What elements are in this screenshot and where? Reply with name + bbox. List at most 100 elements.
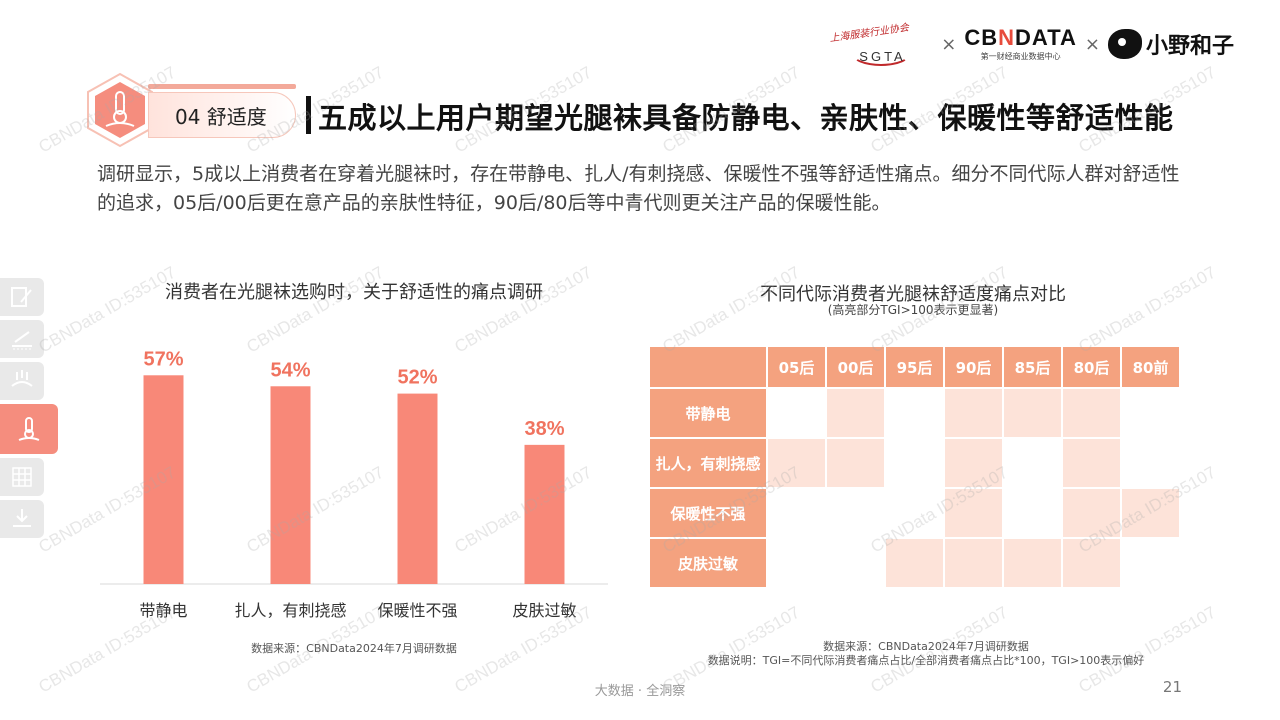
- bar-3: [524, 444, 565, 584]
- xiaoye-mark-icon: [1107, 29, 1142, 59]
- heatmap-cell-highlighted: [827, 389, 884, 437]
- partner-logos: 上海服装行业协会 SGTA × CBNDATA 第一财经商业数据中心 × 小野和…: [829, 22, 1234, 66]
- heatmap-cell-highlighted: [886, 539, 943, 587]
- heatmap-corner-cell: [650, 347, 766, 387]
- nav-item-design[interactable]: [0, 278, 44, 316]
- heatmap-cell-highlighted: [1063, 539, 1120, 587]
- heatmap-cell: [768, 389, 825, 437]
- heatmap-row: 扎人，有刺挠感: [650, 439, 1179, 487]
- heatmap-cell-highlighted: [945, 489, 1002, 537]
- heatmap-cell-highlighted: [768, 439, 825, 487]
- side-navigation: [0, 278, 58, 538]
- page-title: 五成以上用户期望光腿袜具备防静电、亲肤性、保暖性等舒适性能: [318, 101, 1174, 135]
- heatmap-cell-highlighted: [945, 389, 1002, 437]
- xiaoye-logo: 小野和子: [1107, 28, 1234, 60]
- heatmap-title: 不同代际消费者光腿袜舒适度痛点对比: [760, 284, 1066, 305]
- bar-chart: 57% 带静电 54% 扎人，有刺挠感 52% 保暖性不强 38% 皮肤过敏: [100, 320, 608, 630]
- heatmap-column-header: 85后: [1004, 347, 1061, 387]
- heatmap-row-header: 保暖性不强: [650, 489, 766, 537]
- heatmap-column-header: 00后: [827, 347, 884, 387]
- bar-0: [143, 375, 184, 584]
- nav-item-fabric[interactable]: [0, 320, 44, 358]
- heatmap-cell-highlighted: [1063, 389, 1120, 437]
- breathability-icon: [11, 370, 33, 387]
- cbndata-wordmark: CBNDATA: [964, 24, 1077, 50]
- download-tray-icon: [13, 509, 31, 527]
- page-number: 21: [1162, 678, 1182, 696]
- heatmap-row: 带静电: [650, 389, 1179, 437]
- heatmap-note: 数据说明：TGI=不同代际消费者痛点占比/全部消费者痛点占比*100，TGI>1…: [707, 654, 1145, 667]
- heatmap-cell: [1122, 439, 1179, 487]
- category-tick-label: 扎人，有刺挠感: [234, 601, 346, 620]
- heatmap-column-header: 80前: [1122, 347, 1179, 387]
- mesh-pattern-icon: [12, 467, 32, 487]
- heatmap-cell: [886, 389, 943, 437]
- nav-item-durability[interactable]: [0, 500, 44, 538]
- heatmap-footnotes: 数据来源：CBNData2024年7月调研数据 数据说明：TGI=不同代际消费者…: [648, 640, 1204, 668]
- heatmap-cell-highlighted: [1004, 389, 1061, 437]
- heatmap-cell: [1004, 439, 1061, 487]
- heatmap-cell-highlighted: [945, 439, 1002, 487]
- heatmap-row-header: 皮肤过敏: [650, 539, 766, 587]
- heatmap-cell-highlighted: [1063, 439, 1120, 487]
- heatmap-row: 保暖性不强: [650, 489, 1179, 537]
- bar-value-label: 52%: [397, 367, 437, 389]
- heatmap-cell: [886, 489, 943, 537]
- cbndata-logo: CBNDATA 第一财经商业数据中心: [964, 24, 1077, 62]
- heatmap-cell: [768, 489, 825, 537]
- heatmap-subtitle: (高亮部分TGI>100表示更显著): [827, 303, 999, 317]
- heatmap-column-header: 90后: [945, 347, 1002, 387]
- chapter-label: 04 舒适度: [148, 92, 296, 138]
- title-divider: [306, 96, 311, 134]
- times-separator: ×: [941, 33, 957, 55]
- nav-item-comfort[interactable]: [0, 404, 58, 454]
- heatmap-table: 05后 00后 95后 90后 85后 80后 80前 带静电 扎人，有刺挠感 保暖性不强 皮肤过敏: [648, 345, 1181, 589]
- bar-value-label: 38%: [524, 418, 564, 440]
- heatmap-column-header: 95后: [886, 347, 943, 387]
- cbndata-subtitle: 第一财经商业数据中心: [980, 51, 1061, 61]
- bar-chart-svg: 57% 带静电 54% 扎人，有刺挠感 52% 保暖性不强 38% 皮肤过敏: [100, 348, 608, 620]
- bar-chart-title: 消费者在光腿袜选购时，关于舒适性的痛点调研: [165, 282, 543, 303]
- bar-1: [270, 386, 311, 584]
- heatmap-cell-highlighted: [1004, 539, 1061, 587]
- heatmap-row-header: 带静电: [650, 389, 766, 437]
- nav-item-material[interactable]: [0, 458, 44, 496]
- bar-value-label: 54%: [270, 359, 310, 381]
- heatmap-column-header: 80后: [1063, 347, 1120, 387]
- heatmap-row: 皮肤过敏: [650, 539, 1179, 587]
- sgta-arc-shape: [851, 40, 912, 66]
- pen-paper-icon: [11, 287, 32, 307]
- times-separator: ×: [1084, 33, 1100, 55]
- heatmap-cell-highlighted: [827, 439, 884, 487]
- bar-2: [397, 393, 438, 584]
- heatmap-cell: [1004, 489, 1061, 537]
- bar-chart-source: 数据来源：CBNData2024年7月调研数据: [251, 642, 457, 655]
- heatmap-cell: [1122, 539, 1179, 587]
- heatmap-column-header: 05后: [768, 347, 825, 387]
- heatmap-cell: [827, 539, 884, 587]
- heatmap-cell: [886, 439, 943, 487]
- summary-text: 调研显示，5成以上消费者在穿着光腿袜时，存在带静电、扎人/有刺挠感、保暖性不强等…: [97, 163, 1180, 214]
- xiaoye-wordmark: 小野和子: [1145, 34, 1234, 59]
- heatmap-source: 数据来源：CBNData2024年7月调研数据: [823, 640, 1029, 653]
- ruler-fabric-icon: [12, 331, 32, 350]
- chapter-hexagon-icon: [87, 72, 153, 148]
- heatmap-cell-highlighted: [945, 539, 1002, 587]
- category-tick-label: 带静电: [139, 601, 187, 620]
- heatmap-cell: [768, 539, 825, 587]
- bar-value-label: 57%: [143, 348, 183, 370]
- category-tick-label: 保暖性不强: [377, 601, 457, 620]
- sgta-acronym: SGTA: [859, 49, 906, 64]
- thermometer-icon: [18, 417, 40, 441]
- heatmap-cell: [827, 489, 884, 537]
- cbndata-n-letter: N: [998, 24, 1016, 50]
- heatmap-row-header: 扎人，有刺挠感: [650, 439, 766, 487]
- chapter-accent-line: [148, 84, 296, 89]
- heatmap-header-row: 05后 00后 95后 90后 85后 80后 80前: [650, 347, 1179, 387]
- footer-tagline: 大数据 · 全洞察: [594, 684, 686, 699]
- nav-item-breathability[interactable]: [0, 362, 44, 400]
- heatmap-cell: [1122, 389, 1179, 437]
- heatmap-cell-highlighted: [1063, 489, 1120, 537]
- sgta-logo: 上海服装行业协会 SGTA: [829, 22, 933, 66]
- category-tick-label: 皮肤过敏: [512, 601, 576, 620]
